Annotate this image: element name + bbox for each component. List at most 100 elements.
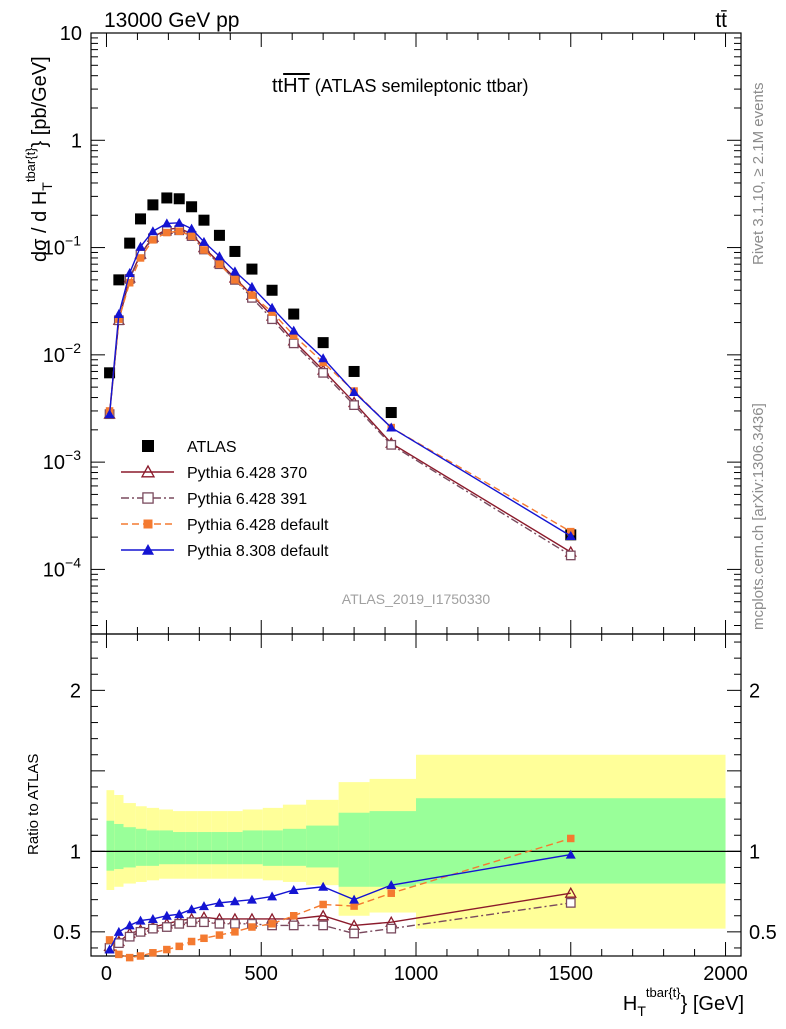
data-point — [200, 246, 208, 254]
energy-label: 13000 GeV pp — [104, 9, 239, 32]
data-point — [268, 920, 276, 928]
series-line — [108, 227, 572, 553]
data-point — [246, 281, 257, 291]
data-point — [186, 201, 198, 213]
top-y-label-main: dσ / d H — [29, 191, 51, 262]
plot-title-suffix: (ATLAS semileptonic ttbar) — [310, 76, 529, 96]
y-tick-exponent: −4 — [65, 554, 81, 570]
inner-band-bin — [211, 832, 228, 865]
inner-band-bin — [135, 828, 147, 866]
top-y-label-unit: } [pb/GeV] — [29, 56, 51, 147]
plot-title-prefix: tt — [272, 75, 284, 97]
inner-band-bin — [369, 811, 416, 887]
y-tick-mantissa: 10 — [43, 452, 65, 474]
data-point — [318, 881, 329, 891]
data-point — [135, 915, 146, 925]
legend-item: Pythia 6.428 370 — [121, 464, 307, 482]
data-point — [215, 931, 224, 939]
data-point — [125, 278, 134, 287]
top-y-label-sub: T — [39, 182, 55, 191]
data-point — [214, 897, 225, 907]
analysis-id: ATLAS_2019_I1750330 — [342, 591, 491, 607]
x-label-main: H — [623, 993, 637, 1015]
legend-label: Pythia 6.428 391 — [187, 491, 307, 508]
data-point — [213, 229, 225, 241]
data-point — [246, 263, 258, 275]
data-point — [161, 192, 173, 204]
ratio-y-tick-label-right: 2 — [749, 680, 760, 702]
legend-label: Pythia 6.428 default — [187, 517, 329, 534]
data-point — [186, 223, 197, 233]
data-point — [187, 232, 196, 240]
series-line — [108, 230, 572, 533]
series-line — [108, 229, 572, 557]
data-point — [136, 254, 145, 262]
data-point — [161, 922, 172, 932]
data-point — [349, 928, 359, 939]
data-point — [288, 325, 299, 335]
data-point — [124, 931, 135, 942]
data-point — [147, 913, 158, 923]
x-tick-label: 1000 — [394, 963, 439, 985]
data-point — [214, 918, 225, 929]
data-point — [229, 896, 240, 906]
data-point — [386, 923, 397, 934]
data-point — [567, 834, 575, 843]
y-tick-label: 10−3 — [43, 447, 81, 474]
plot-title: ttHT (ATLAS semileptonic ttbar) — [272, 75, 529, 97]
legend-label: Pythia 6.428 370 — [187, 465, 307, 482]
data-point — [199, 917, 209, 928]
data-point — [135, 241, 146, 251]
data-point — [268, 308, 276, 316]
top-plot-series — [103, 192, 577, 561]
y-tick-exponent: −3 — [65, 447, 81, 463]
y-tick-exponent: −1 — [65, 233, 81, 249]
legend-item: Pythia 6.428 391 — [121, 491, 307, 508]
ratio-y-tick-label-left: 1 — [70, 841, 81, 863]
data-point — [288, 308, 300, 320]
data-point — [113, 274, 125, 286]
data-point — [147, 226, 158, 236]
data-point — [231, 928, 239, 936]
data-point — [149, 949, 157, 957]
data-point — [148, 923, 158, 934]
data-point — [174, 918, 185, 929]
data-point — [104, 409, 115, 419]
inner-band-bin — [123, 827, 136, 868]
x-tick-label: 2000 — [703, 963, 748, 985]
data-point — [246, 894, 257, 904]
ratio-plot-axes: 0.5 0.5 1 1 2 2 0 500 1000 1500 2000 — [53, 33, 777, 985]
legend-item: Pythia 8.308 default — [121, 543, 329, 560]
inner-band-bin — [185, 832, 198, 865]
data-point — [318, 920, 329, 931]
inner-band-bin — [282, 828, 307, 866]
inner-band-bin — [242, 830, 263, 865]
mcplots-label: mcplots.cern.ch [arXiv:1306.3436] — [750, 403, 767, 630]
series-line — [108, 222, 572, 537]
inner-band-bin — [159, 830, 174, 865]
data-point — [186, 917, 197, 928]
legend-item: Pythia 6.428 default — [121, 517, 329, 534]
data-point — [565, 849, 576, 859]
data-point — [143, 519, 153, 529]
data-point — [161, 910, 172, 920]
data-point — [319, 358, 327, 367]
inner-band-bin — [338, 812, 370, 887]
ratio-y-tick-label-right: 0.5 — [749, 922, 777, 944]
data-point — [317, 909, 330, 921]
x-tick-label: 0 — [101, 963, 112, 985]
ratio-plot-series — [103, 834, 577, 962]
legend-item: ATLAS — [142, 439, 237, 456]
data-point — [267, 891, 278, 901]
ratio-y-tick-label-left: 0.5 — [53, 922, 81, 944]
data-point — [288, 338, 299, 349]
data-point — [174, 909, 185, 919]
top-y-label-sup: tbar{t} — [23, 147, 38, 182]
data-point — [161, 218, 172, 228]
data-point — [231, 276, 239, 284]
ratio-y-tick-label-right: 1 — [749, 841, 760, 863]
data-point — [115, 950, 123, 959]
data-point — [267, 302, 278, 312]
data-point — [140, 464, 156, 478]
x-axis-label: HTtbar{t}} [GeV] — [623, 985, 744, 1019]
